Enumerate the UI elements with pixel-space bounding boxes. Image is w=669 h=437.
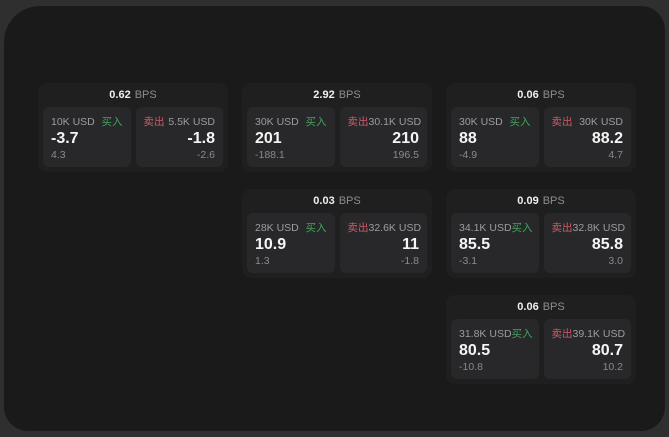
bps-spread-header: 0.03 BPS: [247, 189, 427, 213]
sell-quote-tile[interactable]: 卖出 30.1K USD 210 196.5: [339, 107, 427, 167]
bps-value: 0.62: [109, 89, 131, 101]
quote-card: 0.03 BPS 28K USD 买入 10.9 1.3 卖出 32.6K US…: [242, 189, 432, 278]
buy-quote-tile[interactable]: 30K USD 买入 88 -4.9: [451, 107, 539, 167]
buy-quote-tile[interactable]: 30K USD 买入 201 -188.1: [247, 107, 335, 167]
buy-notional-amount: 31.8K USD: [459, 327, 512, 340]
sell-side-label: 卖出: [551, 116, 573, 128]
buy-delta: -4.9: [459, 149, 478, 161]
buy-notional-amount: 10K USD: [51, 115, 95, 128]
bps-value: 0.09: [517, 195, 539, 207]
buy-side-label: 买入: [305, 116, 327, 128]
buy-side-label: 买入: [511, 328, 533, 340]
buy-price: 201: [255, 130, 282, 148]
sell-quote-tile[interactable]: 卖出 32.6K USD 11 -1.8: [339, 213, 427, 273]
buy-delta: -188.1: [255, 149, 285, 161]
quote-card: 0.06 BPS 30K USD 买入 88 -4.9 卖出 30K USD 8…: [446, 83, 636, 172]
sell-delta: 196.5: [392, 149, 419, 161]
sell-price: 210: [392, 130, 419, 148]
sell-notional-amount: 32.6K USD: [368, 221, 422, 234]
sell-notional-amount: 32.8K USD: [572, 221, 626, 234]
quote-card: 0.09 BPS 34.1K USD 买入 85.5 -3.1 卖出 32.8K…: [446, 189, 636, 278]
sell-notional-amount: 30K USD: [579, 115, 623, 128]
buy-quote-tile[interactable]: 31.8K USD 买入 80.5 -10.8: [451, 319, 539, 379]
buy-delta: 4.3: [51, 149, 66, 161]
quote-card-grid: 0.62 BPS 10K USD 买入 -3.7 4.3 卖出 5.5K USD…: [38, 83, 636, 384]
sell-side-label: 卖出: [347, 116, 369, 128]
quote-card: 2.92 BPS 30K USD 买入 201 -188.1 卖出 30.1K …: [242, 83, 432, 172]
buy-price: 10.9: [255, 236, 287, 254]
sell-quote-tile[interactable]: 卖出 39.1K USD 80.7 10.2: [543, 319, 631, 379]
buy-side-label: 买入: [509, 116, 531, 128]
sell-price: 88.2: [591, 130, 623, 148]
bps-unit-label: BPS: [134, 89, 157, 101]
sell-delta: -2.6: [196, 149, 215, 161]
bps-spread-header: 0.06 BPS: [451, 295, 631, 319]
bps-unit-label: BPS: [542, 301, 565, 313]
sell-side-label: 卖出: [551, 328, 573, 340]
buy-quote-tile[interactable]: 10K USD 买入 -3.7 4.3: [43, 107, 131, 167]
bps-spread-header: 0.09 BPS: [451, 189, 631, 213]
bps-value: 0.03: [313, 195, 335, 207]
bps-spread-header: 2.92 BPS: [247, 83, 427, 107]
sell-delta: 4.7: [608, 149, 623, 161]
buy-price: 85.5: [459, 236, 491, 254]
buy-notional-amount: 34.1K USD: [459, 221, 512, 234]
sell-price: -1.8: [187, 130, 215, 148]
buy-side-label: 买入: [511, 222, 533, 234]
sell-notional-amount: 5.5K USD: [168, 115, 215, 128]
sell-quote-tile[interactable]: 卖出 30K USD 88.2 4.7: [543, 107, 631, 167]
sell-side-label: 卖出: [551, 222, 573, 234]
buy-notional-amount: 28K USD: [255, 221, 299, 234]
bps-unit-label: BPS: [338, 195, 361, 207]
bps-spread-header: 0.62 BPS: [43, 83, 223, 107]
sell-price: 80.7: [591, 342, 623, 360]
bps-value: 0.06: [517, 89, 539, 101]
sell-delta: -1.8: [400, 255, 419, 267]
sell-delta: 10.2: [602, 361, 623, 373]
bps-spread-header: 0.06 BPS: [451, 83, 631, 107]
sell-price: 85.8: [591, 236, 623, 254]
sell-side-label: 卖出: [143, 116, 165, 128]
sell-notional-amount: 30.1K USD: [368, 115, 422, 128]
buy-delta: 1.3: [255, 255, 270, 267]
buy-quote-tile[interactable]: 34.1K USD 买入 85.5 -3.1: [451, 213, 539, 273]
sell-side-label: 卖出: [347, 222, 369, 234]
buy-price: 88: [459, 130, 477, 148]
buy-delta: -3.1: [459, 255, 478, 267]
buy-side-label: 买入: [101, 116, 123, 128]
buy-price: 80.5: [459, 342, 491, 360]
bps-unit-label: BPS: [338, 89, 361, 101]
buy-delta: -10.8: [459, 361, 483, 373]
buy-notional-amount: 30K USD: [255, 115, 299, 128]
quote-card: 0.62 BPS 10K USD 买入 -3.7 4.3 卖出 5.5K USD…: [38, 83, 228, 172]
buy-price: -3.7: [51, 130, 79, 148]
bps-value: 2.92: [313, 89, 335, 101]
bps-unit-label: BPS: [542, 89, 565, 101]
sell-notional-amount: 39.1K USD: [572, 327, 626, 340]
sell-delta: 3.0: [608, 255, 623, 267]
sell-quote-tile[interactable]: 卖出 5.5K USD -1.8 -2.6: [135, 107, 223, 167]
buy-notional-amount: 30K USD: [459, 115, 503, 128]
buy-quote-tile[interactable]: 28K USD 买入 10.9 1.3: [247, 213, 335, 273]
bps-unit-label: BPS: [542, 195, 565, 207]
sell-quote-tile[interactable]: 卖出 32.8K USD 85.8 3.0: [543, 213, 631, 273]
sell-price: 11: [402, 236, 419, 254]
bps-value: 0.06: [517, 301, 539, 313]
buy-side-label: 买入: [305, 222, 327, 234]
quote-card: 0.06 BPS 31.8K USD 买入 80.5 -10.8 卖出 39.1…: [446, 295, 636, 384]
